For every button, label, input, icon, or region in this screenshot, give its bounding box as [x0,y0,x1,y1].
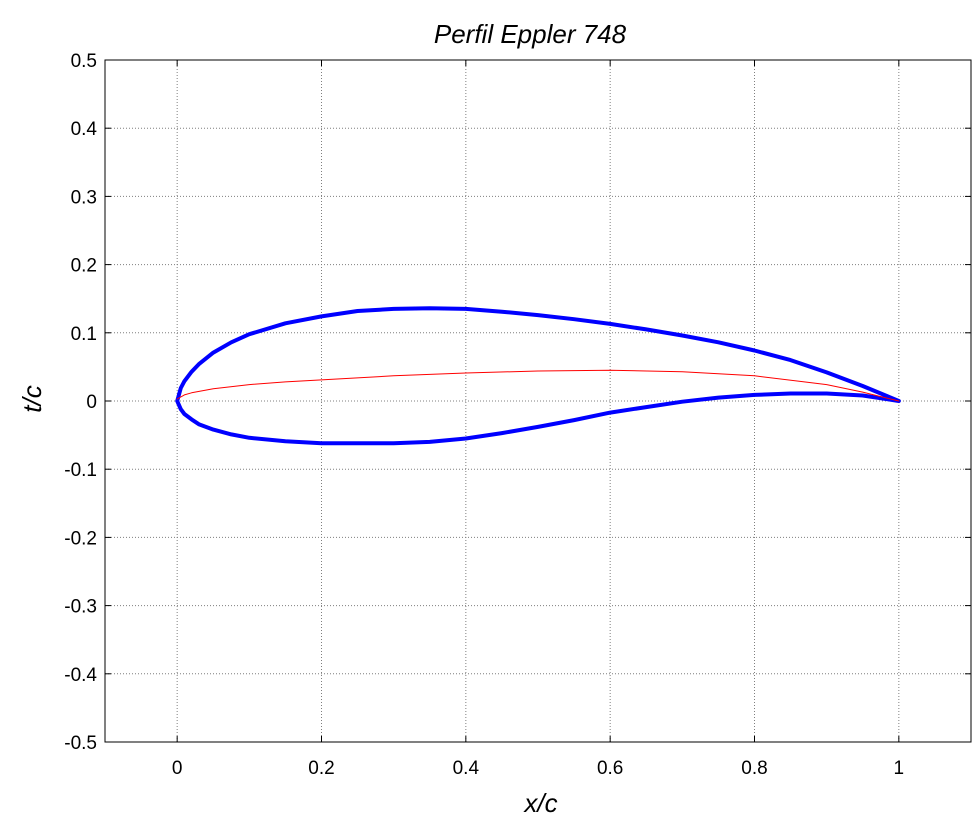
y-tick-label: 0.4 [71,119,98,140]
airfoil-contour-line [175,306,901,446]
y-tick-label: -0.5 [64,733,97,754]
y-tick-label: -0.1 [64,460,97,481]
x-tick-label: 0.2 [308,758,334,779]
y-tick-label: 0.1 [71,324,97,345]
series [175,306,901,446]
x-tick-label: 0.4 [453,758,480,779]
x-axis-title: x/c [522,788,557,818]
chart-title: Perfil Eppler 748 [434,19,627,49]
y-tick-label: 0.2 [71,256,97,277]
tick-labels: 0 0.2 0.4 0.6 0.8 1 -0.5 -0.4 -0.3 -0.2 -0.1 0 0.1 0.… [64,51,904,779]
y-tick-label: -0.2 [64,528,97,549]
y-tick-label: 0.5 [71,51,97,72]
y-tick-label: 0 [86,392,97,413]
camber-line [176,369,900,402]
x-tick-label: 0 [172,758,183,779]
x-tick-label: 0.8 [741,758,767,779]
plot-frame [104,59,972,743]
y-tick-label: 0.3 [71,187,97,208]
y-tick-label: -0.4 [64,665,97,686]
x-tick-label: 1 [894,758,905,779]
y-tick-label: -0.3 [64,597,97,618]
x-tick-label: 0.6 [597,758,623,779]
y-axis-title: t/c [17,385,47,412]
